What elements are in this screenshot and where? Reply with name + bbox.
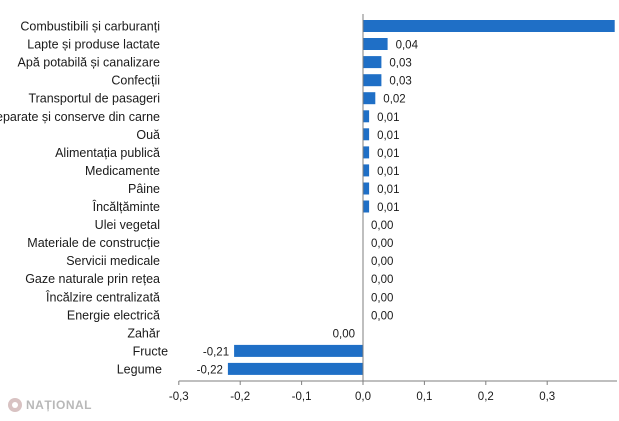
logo-icon (8, 398, 22, 412)
bar (363, 182, 370, 195)
data-label: 0,01 (377, 202, 399, 214)
category-label: Medicamente (85, 164, 160, 178)
category-label: Legume (117, 362, 162, 376)
category-label: Confecții (111, 74, 160, 88)
category-label: Energie electrică (67, 308, 160, 322)
category-label: Încălțăminte (92, 199, 160, 214)
bar (227, 362, 363, 375)
data-label: 0,00 (371, 292, 393, 304)
x-tick-label: 0,3 (539, 391, 555, 403)
data-label: 0,00 (371, 238, 393, 250)
category-label: Lapte și produse lactate (27, 38, 160, 52)
category-label: Apă potabilă și canalizare (18, 56, 160, 70)
data-label: 0,01 (377, 166, 399, 178)
value-labels-group: 0,04 0,03 0,03 0,02 0,01 0,01 0,01 0,01 0,01 0,01… (197, 40, 419, 377)
data-label: -0,22 (197, 364, 223, 376)
bars-group (227, 20, 615, 375)
bar (363, 74, 382, 87)
category-label: Ouă (136, 128, 160, 142)
bar (363, 56, 382, 69)
bar (363, 164, 370, 177)
data-label: 0,00 (371, 274, 393, 286)
category-label: Încălzire centralizată (45, 289, 160, 304)
x-tick-label: 0,0 (355, 391, 371, 403)
data-label: 0,04 (396, 40, 419, 52)
bar (363, 38, 388, 50)
category-label: Gaze naturale prin rețea (25, 272, 160, 286)
data-label: 0,00 (333, 328, 355, 340)
watermark: NAȚIONAL (8, 398, 92, 412)
data-label: 0,01 (377, 148, 399, 160)
bar (363, 146, 370, 159)
x-axis: -0,3 -0,2 -0,1 0,0 0,1 0,2 0,3 (169, 14, 617, 403)
x-tick-label: -0,3 (169, 391, 189, 403)
data-label: 0,00 (371, 256, 393, 268)
category-label: Alimentația publică (55, 146, 160, 160)
bar (363, 110, 370, 123)
data-label: -0,21 (203, 346, 229, 358)
bar (363, 200, 370, 213)
category-label: Transportul de pasageri (28, 92, 160, 106)
data-label: 0,01 (377, 112, 399, 124)
data-label: 0,00 (371, 310, 393, 322)
x-tick-label: -0,2 (230, 391, 250, 403)
category-label: Servicii medicale (66, 254, 160, 268)
data-label: 0,02 (383, 94, 405, 106)
data-label: 0,01 (377, 130, 399, 142)
category-label: Zahăr (127, 326, 160, 340)
data-label: 0,00 (371, 220, 393, 232)
category-label: Combustibili și carburanți (20, 20, 160, 34)
category-label: Materiale de construcție (27, 236, 160, 250)
bar (234, 344, 363, 357)
x-tick-label: 0,2 (478, 391, 494, 403)
category-label: Carne, preparate și conserve din carne (0, 110, 160, 124)
bar (363, 20, 615, 32)
watermark-text: NAȚIONAL (26, 398, 92, 412)
x-tick-label: 0,1 (416, 391, 432, 403)
category-label: Fructe (133, 344, 168, 358)
category-label: Ulei vegetal (95, 218, 160, 232)
x-tick-label: -0,1 (292, 391, 312, 403)
category-label: Pâine (128, 182, 160, 196)
category-labels-group: Combustibili și carburanți Lapte și produ… (0, 20, 168, 377)
data-label: 0,03 (389, 58, 411, 70)
bar (363, 92, 376, 105)
data-label: 0,03 (389, 76, 411, 88)
data-label: 0,01 (377, 184, 399, 196)
bar (363, 128, 370, 141)
